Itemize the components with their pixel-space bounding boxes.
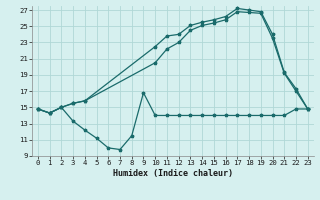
X-axis label: Humidex (Indice chaleur): Humidex (Indice chaleur) [113, 169, 233, 178]
